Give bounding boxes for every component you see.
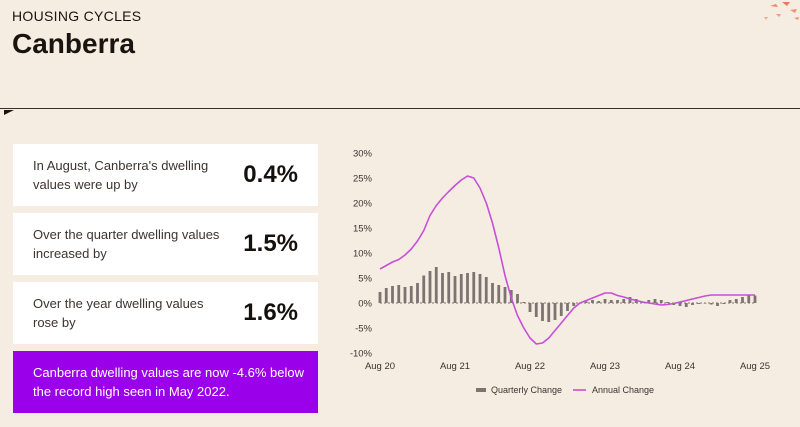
quarterly-change-bar [484, 277, 488, 303]
quarterly-change-bar [741, 297, 744, 303]
quarterly-change-bar [397, 285, 401, 303]
quarterly-change-bar [734, 299, 738, 303]
quarterly-change-bar [628, 297, 632, 303]
quarterly-change-bar [722, 303, 726, 304]
monthly-change-text: In August, Canberra's dwelling values we… [33, 158, 209, 192]
quarterly-change-bar [441, 273, 444, 303]
quarterly-change-bar [697, 303, 701, 304]
monthly-change-value: 0.4% [243, 161, 298, 188]
annual-change-line [379, 175, 755, 345]
eyebrow-label: HOUSING CYCLES [12, 8, 142, 24]
x-tick-label: Aug 25 [740, 361, 770, 372]
annual-change-card: Over the year dwelling values rose by 1.… [13, 282, 318, 344]
x-tick-label: Aug 23 [590, 361, 620, 372]
quarterly-change-bar [478, 274, 482, 303]
quarterly-change-text: Over the quarter dwelling values increas… [33, 227, 220, 261]
quarterly-change-bar [659, 300, 663, 303]
quarterly-change-bar [459, 274, 463, 303]
annual-legend-label: Annual Change [592, 385, 654, 395]
monthly-change-card: In August, Canberra's dwelling values we… [13, 144, 318, 206]
quarterly-change-bar [378, 292, 382, 303]
quarterly-change-bar [516, 294, 519, 303]
x-tick-label: Aug 24 [665, 361, 695, 372]
quarterly-change-bar [541, 303, 544, 321]
quarterly-change-bar [597, 301, 601, 303]
abstract-dots-icon [764, 2, 799, 20]
quarterly-change-bar [466, 273, 469, 303]
quarterly-change-bar [497, 285, 501, 303]
quarterly-change-bar [534, 303, 538, 317]
quarterly-change-bar [703, 303, 707, 304]
x-tick-label: Aug 21 [440, 361, 470, 372]
y-tick-label: 25% [353, 174, 373, 185]
quarterly-change-bar [603, 299, 607, 303]
y-tick-label: 20% [353, 199, 373, 210]
quarterly-change-value: 1.5% [243, 230, 298, 257]
quarterly-change-bar [453, 276, 457, 303]
quarterly-legend-swatch [476, 388, 486, 392]
triangle-marker-icon [4, 110, 14, 115]
quarterly-change-bar [434, 267, 438, 303]
quarterly-change-bar [653, 299, 657, 303]
quarterly-change-bar [609, 300, 613, 303]
quarterly-change-bar [616, 300, 619, 303]
quarterly-change-bar [666, 302, 669, 303]
quarterly-change-bar [747, 295, 751, 303]
quarterly-change-bar [472, 272, 476, 303]
quarterly-change-bar [384, 288, 388, 303]
quarterly-change-bar [728, 300, 732, 303]
quarterly-change-bar [416, 283, 419, 303]
quarterly-change-bar [528, 303, 532, 312]
quarterly-change-bar [678, 303, 682, 306]
y-tick-label: 30% [353, 149, 373, 160]
quarterly-change-bar [684, 303, 688, 307]
quarterly-change-bar [622, 299, 626, 303]
quarterly-change-bar [553, 303, 557, 320]
y-tick-label: -5% [355, 324, 372, 335]
quarterly-change-bar [491, 283, 494, 303]
page-title: Canberra [12, 28, 135, 59]
quarterly-change-bar [428, 271, 432, 303]
quarterly-change-bar [591, 300, 594, 303]
quarterly-legend-label: Quarterly Change [491, 385, 562, 395]
quarterly-change-bar [559, 303, 563, 316]
header-divider [0, 108, 800, 109]
quarterly-change-bar [584, 301, 588, 303]
x-tick-label: Aug 20 [365, 361, 395, 372]
y-tick-label: -10% [350, 349, 373, 360]
annual-change-text: Over the year dwelling values rose by [33, 296, 204, 330]
quarterly-change-bar [547, 303, 551, 322]
quarterly-change-bar [753, 295, 757, 303]
quarterly-change-bar [447, 272, 451, 303]
quarterly-change-bar [409, 286, 413, 303]
quarterly-change-bar [647, 300, 651, 303]
quarterly-change-bar [716, 303, 719, 306]
quarterly-change-card: Over the quarter dwelling values increas… [13, 213, 318, 275]
quarterly-change-bar [503, 287, 507, 303]
record-high-banner: Canberra dwelling values are now -4.6% b… [13, 351, 318, 413]
y-tick-label: 0% [358, 299, 372, 310]
quarterly-change-bar [572, 303, 576, 306]
quarterly-change-bar [566, 303, 569, 311]
y-tick-label: 5% [358, 274, 372, 285]
quarterly-change-bar [422, 275, 426, 303]
quarterly-change-bar [391, 286, 394, 303]
x-tick-label: Aug 22 [515, 361, 545, 372]
y-tick-label: 10% [353, 249, 373, 260]
quarterly-change-bar [709, 303, 713, 305]
y-tick-label: 15% [353, 224, 373, 235]
annual-change-value: 1.6% [243, 299, 298, 326]
record-high-text: Canberra dwelling values are now -4.6% b… [33, 365, 304, 399]
quarterly-change-bar [691, 303, 694, 305]
housing-cycle-chart: 30% 25% 20% 15% 10% 5% 0% -5% -10%Aug 20 Aug 21 Au… [350, 149, 770, 396]
quarterly-change-bar [522, 302, 526, 303]
quarterly-change-bar [403, 287, 407, 303]
